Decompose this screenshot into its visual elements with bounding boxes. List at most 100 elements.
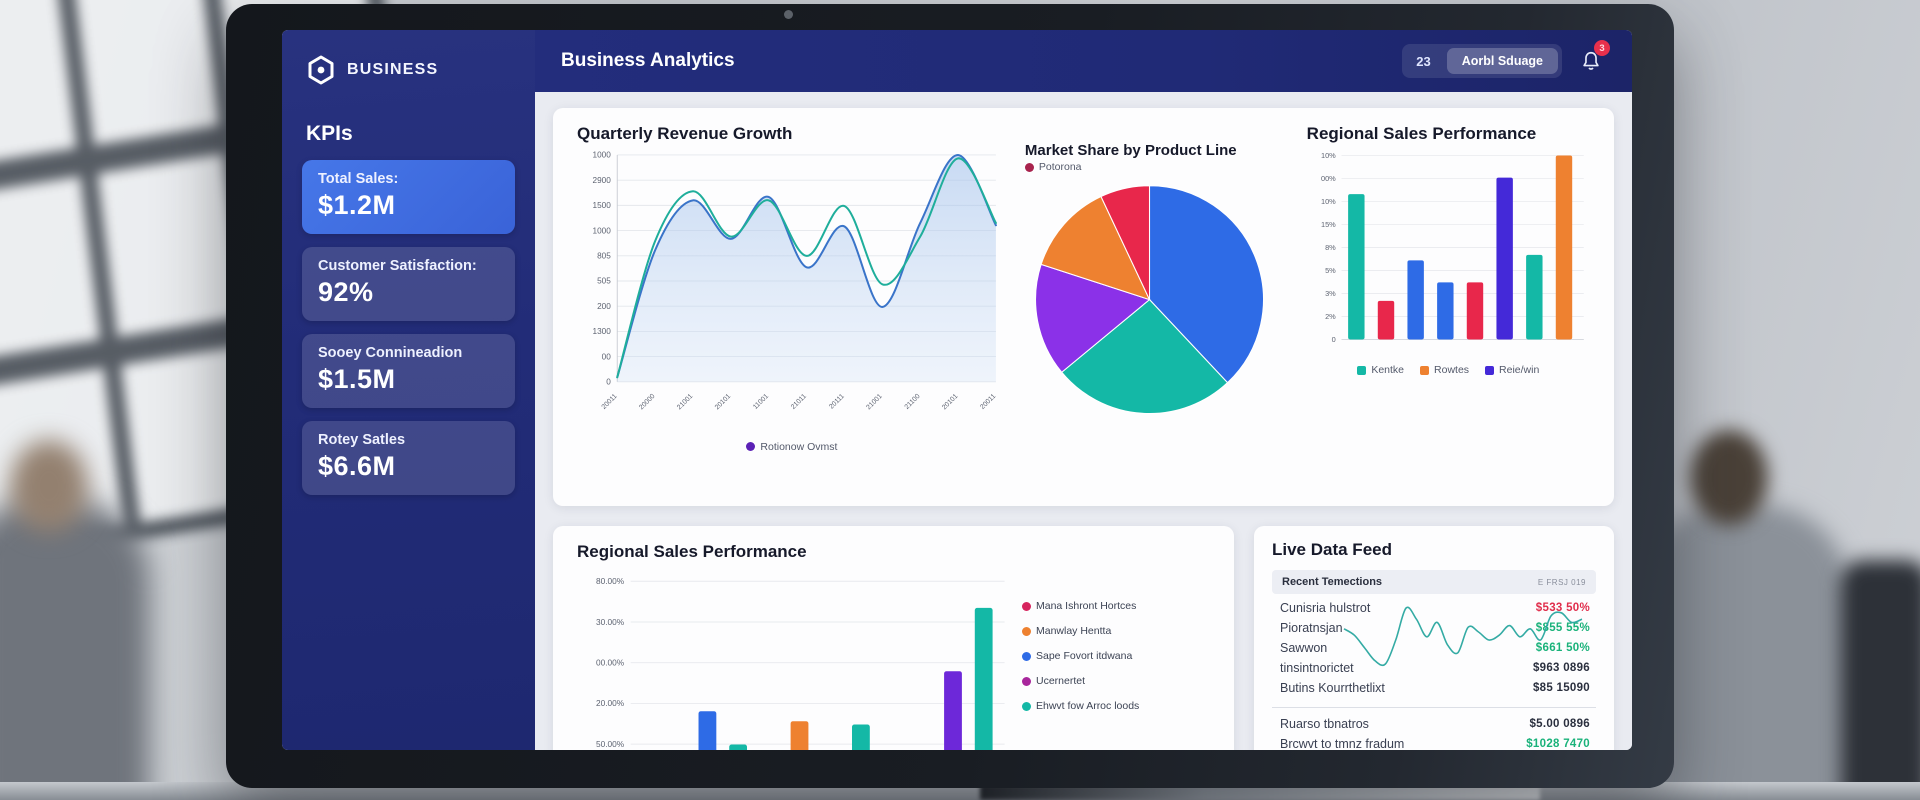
feed-rows: Cunisria hulstrot $533 50% Pioratnsjan $… bbox=[1272, 598, 1596, 750]
kpi-label: Customer Satisfaction: bbox=[318, 258, 477, 274]
legend-item: Rotionow Ovmst bbox=[746, 441, 837, 453]
brand-logo-icon bbox=[308, 55, 334, 85]
kpi-value: 92% bbox=[318, 277, 374, 307]
header-action-button[interactable]: Aorbl Sduage bbox=[1446, 48, 1558, 74]
bottom-row: Regional Sales Performance 80.00% 30.00% 0… bbox=[553, 526, 1614, 750]
person-left bbox=[0, 500, 150, 800]
line-chart-title: Quarterly Revenue Growth bbox=[577, 124, 793, 143]
legend-label: Potorona bbox=[1038, 161, 1082, 173]
dashboard-screen: BUSINESS KPIs Total Sales: $1.2M Custome… bbox=[282, 30, 1632, 750]
legend-item: Ehwvt fow Arroc loods bbox=[1022, 700, 1210, 712]
bar-chart-legend: Kentke Rowtes bbox=[1307, 364, 1590, 376]
content-column: Business Analytics 23 Aorbl Sduage 3 bbox=[535, 30, 1632, 750]
transaction-row[interactable]: tinsintnorictet $963 0896 bbox=[1272, 658, 1596, 678]
kpi-section-title: KPIs bbox=[306, 122, 353, 145]
market-share-section: Market Share by Product Line Potorona bbox=[1024, 124, 1289, 498]
regional-bottom-legend: Mana Ishront Hortces Manwlay Hentta bbox=[1022, 572, 1210, 750]
legend-label: Rotionow Ovmst bbox=[760, 440, 838, 453]
legend-label: Ucernertet bbox=[1036, 675, 1086, 687]
kpi-label: Total Sales: bbox=[318, 171, 399, 187]
transaction-row[interactable]: Pioratnsjan $855 55% bbox=[1272, 618, 1596, 638]
svg-text:21100: 21100 bbox=[904, 393, 922, 411]
svg-text:00%: 00% bbox=[1321, 174, 1336, 183]
svg-text:5%: 5% bbox=[1325, 266, 1336, 275]
legend-item: Sape Fovort itdwana bbox=[1022, 650, 1210, 662]
regional-sales-card: Regional Sales Performance 80.00% 30.00% 0… bbox=[553, 526, 1234, 750]
legend-swatch bbox=[1420, 365, 1430, 375]
transaction-row[interactable]: Butins Kourrthetlixt $85 15090 bbox=[1272, 678, 1596, 698]
svg-text:20101: 20101 bbox=[714, 393, 733, 412]
svg-text:8%: 8% bbox=[1325, 243, 1336, 252]
svg-text:21001: 21001 bbox=[676, 393, 695, 412]
quarterly-revenue-chart: 1000 2900 1500 1000 805 505 200 1300 00 0 20011 200… bbox=[577, 144, 1007, 439]
legend-dot bbox=[1022, 676, 1031, 686]
live-feed-title: Live Data Feed bbox=[1272, 540, 1392, 559]
svg-text:20011: 20011 bbox=[979, 393, 997, 411]
svg-text:21001: 21001 bbox=[865, 393, 884, 412]
legend-label: Reie/win bbox=[1499, 364, 1540, 377]
legend-label: Rowtes bbox=[1434, 364, 1470, 377]
transaction-value: $963 0896 bbox=[1532, 662, 1590, 674]
legend-dot bbox=[1024, 162, 1034, 172]
kpi-card[interactable]: Customer Satisfaction: 92% bbox=[302, 247, 515, 321]
kpi-value: $1.5M bbox=[318, 364, 396, 394]
quarterly-revenue-section: Quarterly Revenue Growth 1000 2900 1500 100… bbox=[577, 124, 1007, 498]
legend-swatch bbox=[1357, 365, 1367, 375]
svg-text:80.00%: 80.00% bbox=[596, 576, 625, 586]
svg-text:10%: 10% bbox=[1321, 151, 1336, 160]
legend-dot bbox=[746, 442, 756, 452]
svg-text:20.00%: 20.00% bbox=[596, 698, 625, 708]
svg-text:1500: 1500 bbox=[593, 201, 612, 210]
transaction-row[interactable]: Brcwvt to tmnz fradum $1028 7470 bbox=[1272, 734, 1596, 750]
kpi-card[interactable]: Total Sales: $1.2M bbox=[302, 160, 515, 234]
svg-text:20101: 20101 bbox=[941, 393, 960, 412]
svg-text:20000: 20000 bbox=[638, 393, 657, 412]
kpi-card[interactable]: Sooey Connineadion $1.5M bbox=[302, 334, 515, 408]
feed-table-header: Recent Temections E FRSJ 019 bbox=[1272, 570, 1596, 594]
brand-name: BUSINESS bbox=[347, 61, 439, 78]
header-actions: 23 Aorbl Sduage 3 bbox=[1402, 40, 1610, 78]
kpi-card[interactable]: Rotey Satles $6.6M bbox=[302, 421, 515, 495]
transaction-name: tinsintnorictet bbox=[1280, 661, 1354, 675]
feed-header-meta: E FRSJ 019 bbox=[1537, 577, 1586, 587]
transaction-row[interactable]: Sawwon $661 50% bbox=[1272, 638, 1596, 658]
svg-text:0: 0 bbox=[1331, 335, 1335, 344]
bar-chart-title: Regional Sales Performance bbox=[1306, 124, 1537, 143]
sidebar: BUSINESS KPIs Total Sales: $1.2M Custome… bbox=[282, 30, 535, 750]
legend-dot bbox=[1022, 601, 1031, 611]
svg-text:30.00%: 30.00% bbox=[596, 617, 625, 627]
transaction-value: $85 15090 bbox=[1532, 682, 1590, 694]
legend-swatch bbox=[1485, 365, 1495, 375]
office-chair bbox=[1840, 560, 1920, 800]
kpi-value: $6.6M bbox=[318, 451, 396, 481]
svg-text:0: 0 bbox=[606, 378, 611, 387]
legend-dot bbox=[1022, 701, 1031, 711]
legend-label: Kentke bbox=[1371, 364, 1405, 377]
pie-chart-title: Market Share by Product Line bbox=[1024, 142, 1237, 159]
notifications-button[interactable]: 3 bbox=[1576, 40, 1610, 76]
transaction-name: Butins Kourrthetlixt bbox=[1280, 681, 1385, 695]
webcam-icon bbox=[784, 10, 793, 19]
person-left-head bbox=[10, 440, 88, 532]
transaction-value: $5.00 0896 bbox=[1529, 718, 1590, 730]
notification-count-badge: 3 bbox=[1594, 40, 1610, 56]
user-count-badge[interactable]: 23 bbox=[1416, 53, 1431, 69]
header-action-group: 23 Aorbl Sduage bbox=[1402, 44, 1562, 78]
legend-label: Ehwvt fow Arroc loods bbox=[1036, 700, 1140, 712]
transaction-value: $661 50% bbox=[1535, 642, 1590, 654]
top-header: Business Analytics 23 Aorbl Sduage 3 bbox=[535, 30, 1632, 92]
legend-item: Potorona bbox=[1024, 161, 1082, 173]
kpi-label: Rotey Satles bbox=[318, 432, 406, 448]
bell-icon bbox=[1583, 51, 1599, 70]
transaction-row[interactable]: Ruarso tbnatros $5.00 0896 bbox=[1272, 707, 1596, 734]
line-chart-legend: Rotionow Ovmst bbox=[577, 441, 1007, 453]
legend-item: Kentke bbox=[1357, 364, 1404, 376]
transaction-row[interactable]: Cunisria hulstrot $533 50% bbox=[1272, 598, 1596, 618]
transaction-name: Brcwvt to tmnz fradum bbox=[1280, 737, 1405, 750]
svg-text:15%: 15% bbox=[1321, 220, 1336, 229]
kpi-list: Total Sales: $1.2M Customer Satisfaction… bbox=[282, 160, 535, 495]
regional-bottom-bar-chart: 80.00% 30.00% 00.00% 20.00% 50.00% bbox=[577, 572, 1012, 750]
svg-text:200: 200 bbox=[597, 302, 611, 311]
person-right bbox=[1650, 505, 1850, 800]
